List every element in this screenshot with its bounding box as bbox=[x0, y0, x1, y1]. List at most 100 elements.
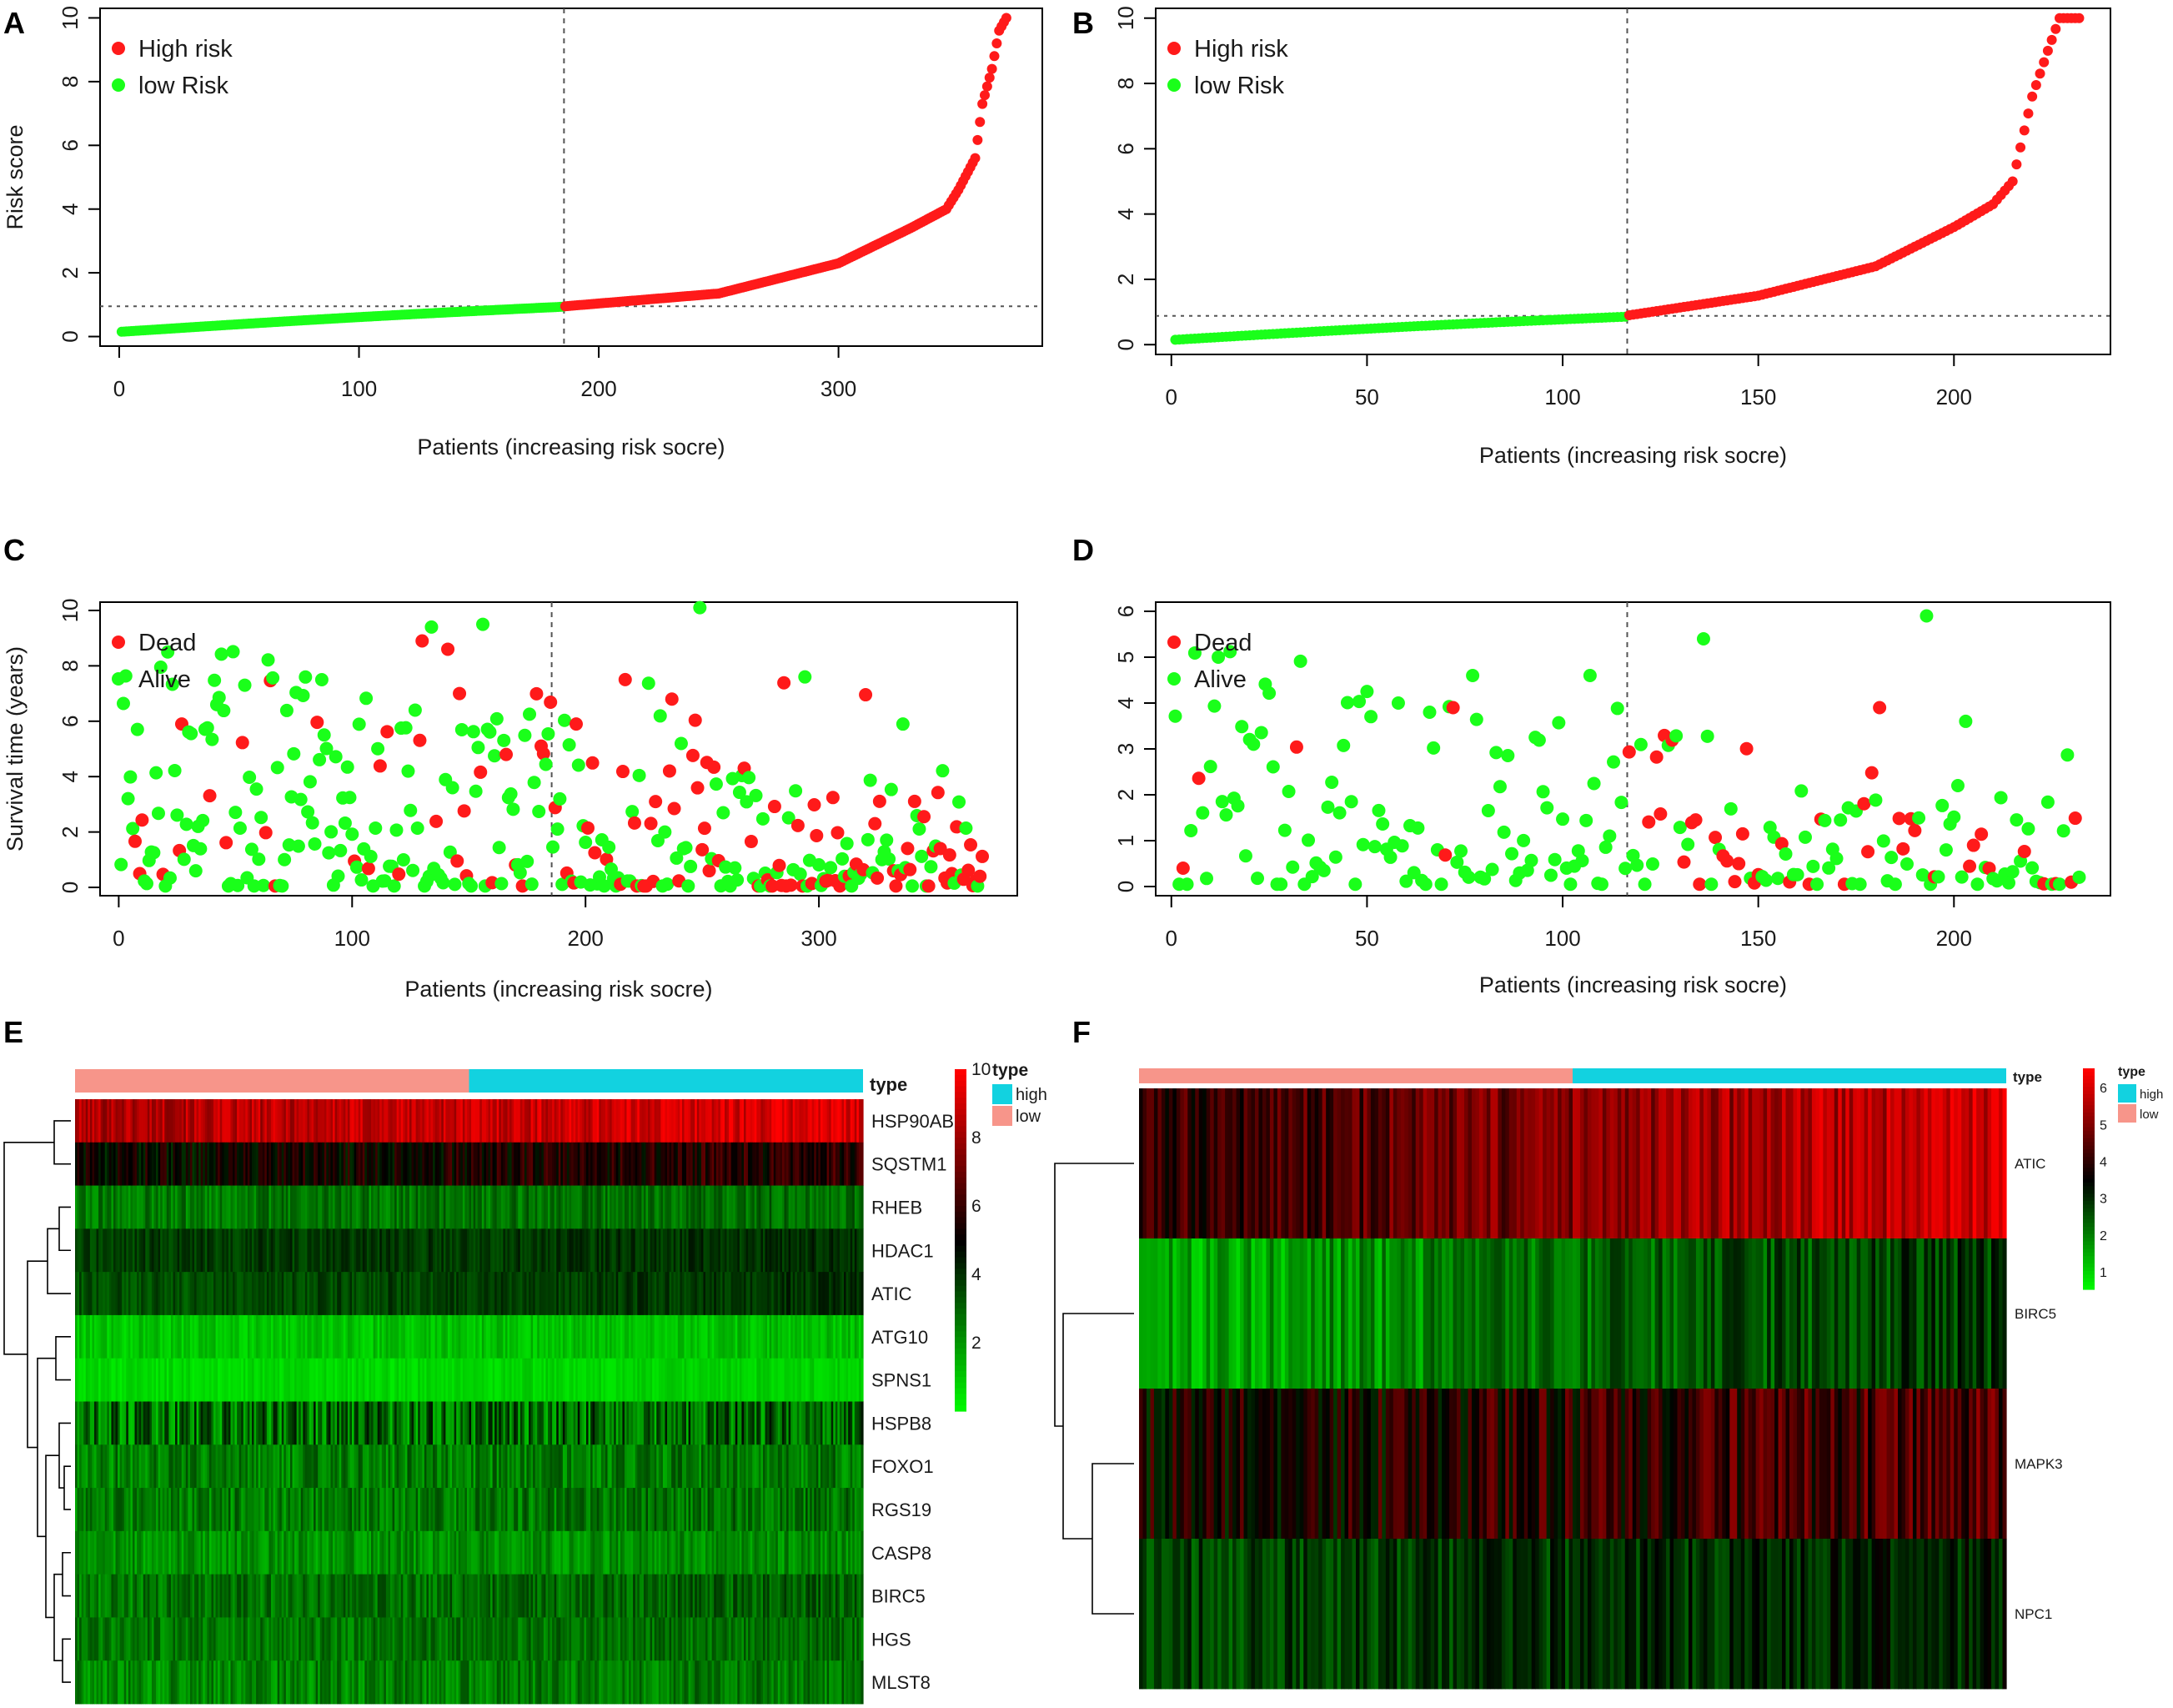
heatmap-cell bbox=[315, 1272, 319, 1316]
heatmap-cell bbox=[75, 1228, 78, 1273]
heatmap-cell bbox=[533, 1314, 536, 1359]
heatmap-cell bbox=[296, 1099, 299, 1143]
heatmap-cell bbox=[611, 1272, 615, 1316]
alive-point bbox=[123, 770, 138, 784]
heatmap-cell bbox=[183, 1142, 187, 1186]
heatmap-cell bbox=[596, 1358, 600, 1402]
heatmap-cell bbox=[810, 1272, 813, 1316]
heatmap-cell bbox=[841, 1444, 845, 1489]
heatmap-cell bbox=[247, 1228, 251, 1273]
alive-point bbox=[1594, 877, 1608, 892]
heatmap-cell bbox=[595, 1228, 598, 1273]
heatmap-cell bbox=[198, 1401, 202, 1445]
heatmap-cell bbox=[590, 1272, 594, 1316]
heatmap-cell bbox=[786, 1185, 790, 1229]
heatmap-cell bbox=[445, 1272, 449, 1316]
heatmap-cell bbox=[85, 1228, 88, 1273]
heatmap-cell bbox=[315, 1358, 319, 1402]
heatmap-cell bbox=[175, 1185, 178, 1229]
heatmap-cell bbox=[264, 1444, 268, 1489]
heatmap-cell bbox=[735, 1444, 738, 1489]
heatmap-cell bbox=[680, 1185, 683, 1229]
heatmap-cell bbox=[799, 1444, 802, 1489]
heatmap-cell bbox=[629, 1401, 632, 1445]
heatmap-cell bbox=[377, 1185, 380, 1229]
heatmap-cell bbox=[433, 1444, 436, 1489]
heatmap-cell bbox=[696, 1099, 700, 1143]
heatmap-cell bbox=[277, 1099, 280, 1143]
heatmap-cell bbox=[730, 1401, 734, 1445]
heatmap-cell bbox=[345, 1314, 349, 1359]
heatmap-cell bbox=[507, 1401, 510, 1445]
heatmap-cell bbox=[499, 1444, 502, 1489]
heatmap-cell bbox=[300, 1099, 304, 1143]
heatmap-cell bbox=[153, 1488, 157, 1532]
heatmap-cell bbox=[492, 1185, 495, 1229]
heatmap-cell bbox=[722, 1142, 725, 1186]
heatmap-cell bbox=[223, 1488, 227, 1532]
heatmap-cell bbox=[132, 1444, 136, 1489]
heatmap-cell bbox=[688, 1142, 691, 1186]
heatmap-cell bbox=[100, 1401, 103, 1445]
heatmap-cell bbox=[441, 1358, 444, 1402]
heatmap-cell bbox=[781, 1228, 785, 1273]
heatmap-cell bbox=[309, 1358, 313, 1402]
heatmap-cell bbox=[473, 1314, 476, 1359]
heatmap-cell bbox=[460, 1444, 464, 1489]
heatmap-cell bbox=[143, 1401, 146, 1445]
heatmap-cell bbox=[414, 1272, 417, 1316]
heatmap-cell bbox=[816, 1444, 819, 1489]
heatmap-cell bbox=[238, 1401, 242, 1445]
heatmap-cell bbox=[856, 1099, 860, 1143]
heatmap-cell bbox=[175, 1228, 178, 1273]
heatmap-cell bbox=[128, 1358, 131, 1402]
heatmap-cell bbox=[729, 1314, 732, 1359]
heatmap-cell bbox=[85, 1142, 88, 1186]
heatmap-cell bbox=[509, 1444, 513, 1489]
x-tick-label: 200 bbox=[1936, 926, 1972, 951]
heatmap-cell bbox=[151, 1314, 155, 1359]
heatmap-cell bbox=[810, 1099, 813, 1143]
heatmap-cell bbox=[775, 1358, 779, 1402]
heatmap-cell bbox=[215, 1314, 218, 1359]
heatmap-cell bbox=[643, 1272, 647, 1316]
heatmap-cell bbox=[686, 1401, 690, 1445]
heatmap-cell bbox=[581, 1488, 585, 1532]
heatmap-cell bbox=[648, 1488, 651, 1532]
alive-point bbox=[317, 728, 331, 742]
heatmap-cell bbox=[88, 1401, 91, 1445]
alive-point bbox=[2005, 865, 2020, 879]
heatmap-cell bbox=[545, 1099, 549, 1143]
heatmap-cell bbox=[196, 1099, 199, 1143]
heatmap-cell bbox=[773, 1228, 776, 1273]
heatmap-cell bbox=[390, 1444, 394, 1489]
heatmap-cell bbox=[722, 1099, 725, 1143]
heatmap-cell bbox=[780, 1099, 783, 1143]
heatmap-cell bbox=[556, 1488, 560, 1532]
heatmap-cell bbox=[648, 1099, 651, 1143]
heatmap-cell bbox=[107, 1099, 110, 1143]
heatmap-cell bbox=[641, 1099, 645, 1143]
heatmap-cell bbox=[437, 1099, 440, 1143]
heatmap-cell bbox=[537, 1272, 540, 1316]
heatmap-cell bbox=[345, 1444, 349, 1489]
heatmap-cell bbox=[337, 1228, 340, 1273]
dead-point bbox=[917, 810, 931, 824]
heatmap-cell bbox=[767, 1185, 770, 1229]
heatmap-cell bbox=[253, 1272, 257, 1316]
heatmap-cell bbox=[841, 1314, 845, 1359]
heatmap-cell bbox=[228, 1444, 232, 1489]
heatmap-cell bbox=[369, 1488, 372, 1532]
alive-point bbox=[1293, 654, 1307, 668]
heatmap-cell bbox=[466, 1272, 470, 1316]
alive-point bbox=[541, 726, 555, 741]
heatmap-cell bbox=[837, 1272, 841, 1316]
heatmap-cell bbox=[624, 1444, 628, 1489]
heatmap-cell bbox=[415, 1444, 419, 1489]
heatmap-cell bbox=[149, 1099, 153, 1143]
heatmap-cell bbox=[390, 1228, 394, 1273]
heatmap-cell bbox=[215, 1401, 218, 1445]
heatmap-cell bbox=[369, 1228, 372, 1273]
heatmap-cell bbox=[260, 1488, 263, 1532]
heatmap-cell bbox=[358, 1228, 361, 1273]
